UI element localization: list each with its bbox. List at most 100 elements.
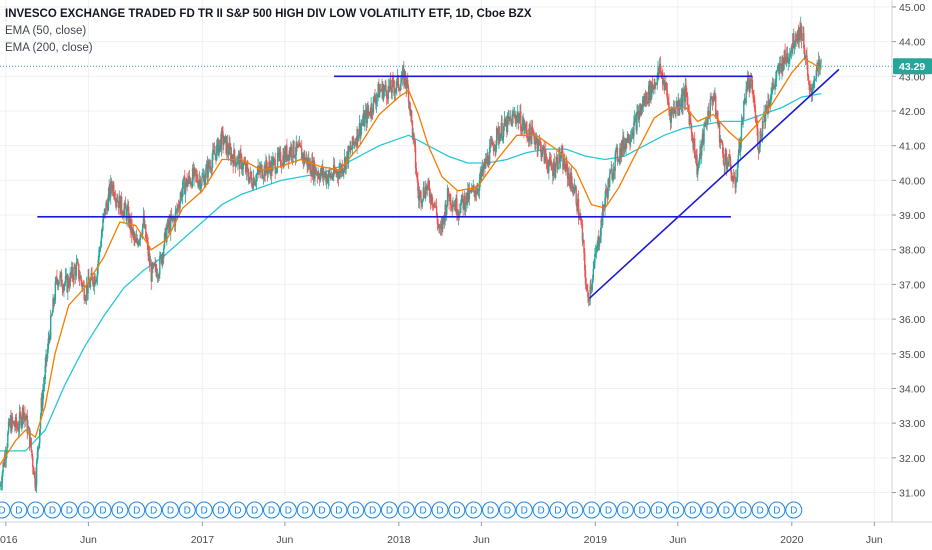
candle-body [180,192,182,200]
candle-body [630,136,633,138]
candle-body [23,413,25,420]
candle-body [547,167,549,172]
candle-body [283,150,286,166]
candle-body [265,160,267,176]
candle-body [684,85,687,102]
price-axis-background[interactable] [892,0,932,522]
last-price-tag-bg [893,58,932,75]
candle-body [741,122,743,125]
candle-body [334,171,336,173]
candle-body [308,161,311,167]
candle-body [248,176,250,183]
candle-body [389,80,392,91]
candle-body [118,196,120,209]
candle-body [181,188,184,198]
candle-body [446,188,449,206]
candle-body [437,223,439,225]
dividend-marker-circle [397,501,415,519]
dividend-d-icon: D [178,501,196,519]
dividend-marker-label: D [49,506,56,517]
candle-body [141,224,144,235]
candle-body [358,123,361,136]
candle-body [17,427,19,431]
candle-body [543,145,545,163]
candle-body [103,208,106,214]
candle-body [14,425,16,428]
candle-body [632,132,634,137]
candle-body [315,173,318,175]
y-tick-label: 40.00 [899,175,925,187]
candle-body [139,234,142,241]
candle-body [34,471,36,488]
candle-body [121,212,124,216]
dividend-marker-circle [10,501,28,519]
candle-body [269,161,271,168]
candle-body [224,136,227,138]
candle-body [380,90,382,92]
dividend-marker-label: D [571,506,578,517]
candle-body [362,113,365,123]
candle-body [595,251,598,253]
candle-body [597,237,599,243]
candle-body [60,272,63,287]
candle-body [564,168,566,172]
dividend-d-icon: D [279,501,297,519]
candle-body [464,205,467,211]
candle-body [590,286,592,290]
candle-body [159,254,162,257]
candle-body [615,148,617,154]
dividend-d-icon: D [0,501,11,519]
candle-body [117,200,119,202]
candle-body [108,186,110,195]
candle-body [645,92,648,101]
symbol-title[interactable]: INVESCO EXCHANGE TRADED FD TR II S&P 500… [5,8,532,20]
dividend-marker-label: D [335,506,342,517]
candle-body [592,268,595,280]
candle-body [757,148,760,153]
dividend-marker-circle [44,501,62,519]
x-tick-label: 2018 [387,534,411,546]
candle-body [214,153,216,155]
candle-body [561,151,563,153]
candle-body [147,242,149,256]
candle-body [516,115,518,122]
candle-body [202,176,204,178]
candle-body [610,168,612,171]
candle-body [812,86,814,89]
candle-body [704,124,706,127]
candle-body [500,122,503,134]
candle-body [325,175,328,183]
candle-body [654,82,657,85]
candle-body [85,285,88,298]
candle-body [586,287,588,291]
candle-body [167,220,170,227]
chart-grid [0,0,892,522]
ema-50-legend[interactable]: EMA (50, close) [5,25,87,37]
candle-body [317,173,319,176]
candle-body [729,158,732,170]
candle-body [689,118,691,125]
candle-body [405,82,407,89]
candle-body [522,120,524,125]
candle-body [120,196,122,215]
dividend-marker-label: D [99,506,106,517]
candle-body [539,141,542,144]
candle-body [294,156,296,158]
candle-body [596,242,598,252]
candle-body [57,283,60,286]
trendlines[interactable] [37,68,840,299]
candle-body [432,204,435,207]
candle-body [109,186,111,198]
time-axis-background[interactable] [0,522,932,550]
candle-body [545,158,548,161]
ema-200-legend[interactable]: EMA (200, close) [5,42,93,54]
candle-body [735,182,737,188]
y-tick-label: 32.00 [899,453,925,465]
candle-body [695,155,697,160]
candle-body [541,154,543,157]
candle-body [492,145,495,152]
candle-body [711,96,713,101]
candle-body [397,75,400,89]
